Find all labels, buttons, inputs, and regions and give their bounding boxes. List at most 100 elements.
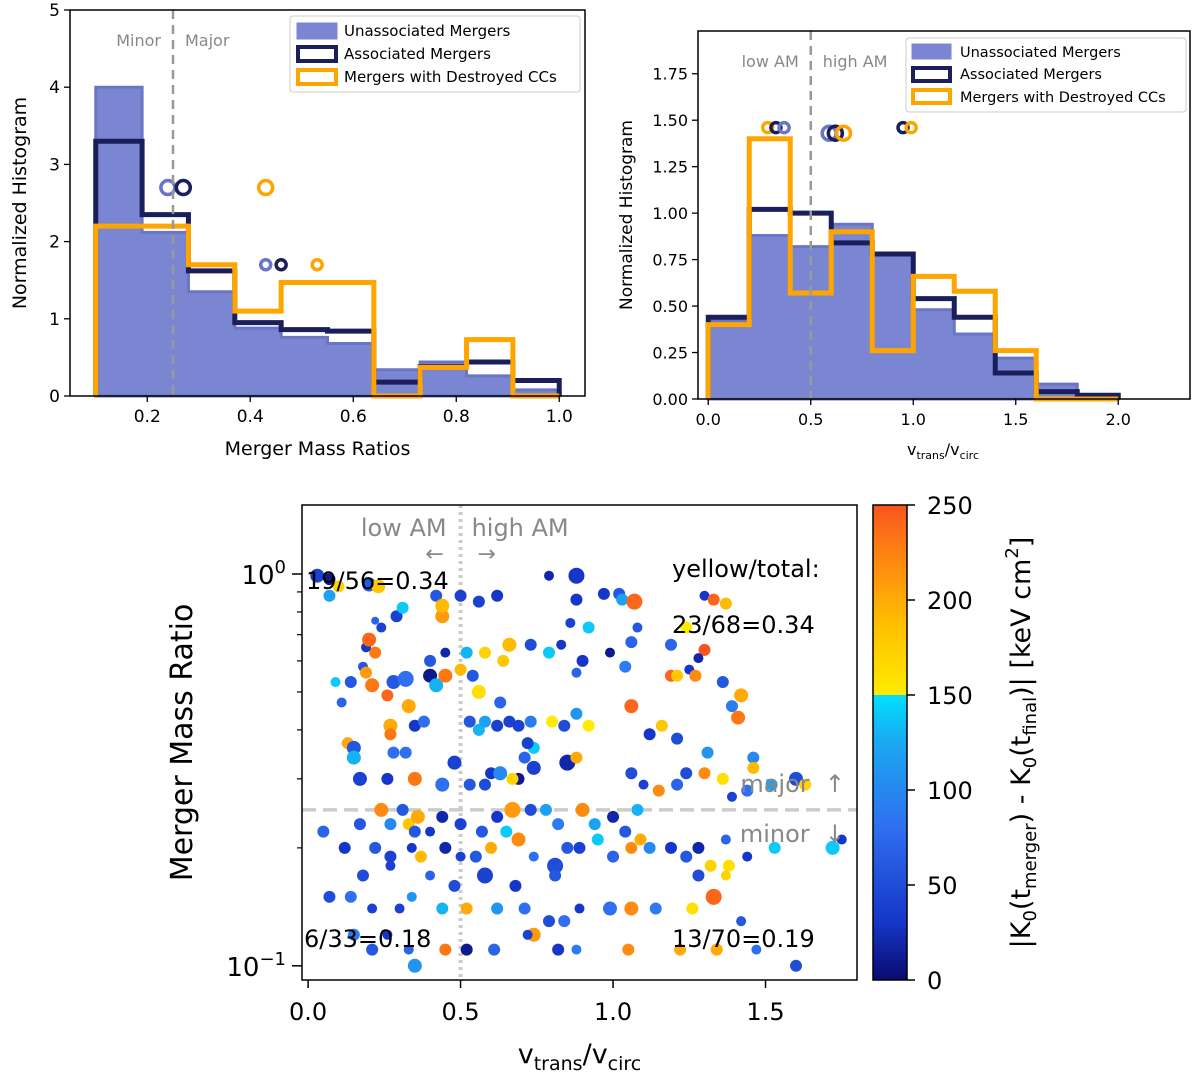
scatter-point [454,663,467,676]
scatter-point [698,767,711,780]
scatter-point [607,850,620,863]
scatter-point [556,639,567,650]
scatter-point [573,841,586,854]
scatter-point [384,818,397,831]
scatter-point [460,902,473,915]
scatter-point [704,859,717,872]
mean-marker [834,124,853,142]
scatter-point [383,718,398,733]
x-tick-label: 0.4 [237,407,264,427]
scatter-point [528,851,539,862]
mean-marker [174,178,193,197]
low-am-label: low AM [742,52,799,71]
y-tick-label: 5 [49,1,60,21]
x-tick-label: 1.5 [746,998,784,1026]
mass-ratio-histogram: Minor Major 0.2 0.4 0.6 0.8 1.0 0 1 2 3 4 5 Merge… [9,1,586,460]
scatter-point [491,719,504,732]
scatter-point [790,959,803,972]
scatter-point [518,751,531,764]
scatter-point [602,901,617,916]
mean-marker [826,124,845,142]
scatter-point [561,841,574,854]
scatter-point [686,902,699,915]
mean-marker [769,120,783,135]
scatter-point [570,751,583,764]
colorbar-label-part: 0 [1020,757,1041,768]
scatter-points [310,567,847,973]
scatter-point [414,850,427,863]
mass-ratio-x-ticks: 0.2 0.4 0.6 0.8 1.0 [134,396,573,427]
x-tick-label: 0.0 [289,998,327,1026]
legend-swatch-unassociated [296,22,338,40]
legend-label-destroyed: Mergers with Destroyed CCs [960,90,1166,106]
scatter-point [511,832,526,847]
scatter-point [396,601,409,614]
scatter-point [387,746,400,759]
hist-bars-unassociated [94,85,561,398]
high-am-label: high AM [472,514,569,542]
scatter-point [476,867,493,884]
scatter-y-label: Merger Mass Ratio [165,604,200,882]
vtrans-legend: Unassociated Mergers Associated Mergers … [905,37,1187,113]
scatter-point [386,675,401,690]
scatter-point [701,746,714,759]
scatter-point [707,593,720,606]
scatter-point [367,903,378,914]
scatter-point [356,869,369,882]
left-arrow: ← [425,542,443,567]
legend-label-unassociated: Unassociated Mergers [960,45,1121,61]
y-tick-exponent: −1 [259,949,286,970]
scatter-point [439,841,452,854]
scatter-point [439,943,452,956]
scatter-point [574,903,585,914]
x-tick-label: 0.2 [134,407,161,427]
scatter-point [394,903,405,914]
scatter-point [447,755,462,770]
scatter-point [497,654,510,667]
mean-marker [256,178,275,197]
scatter-point [568,567,585,584]
scatter-point [478,646,491,659]
scatter-point [616,593,629,606]
scatter-point [330,677,341,688]
x-tick-label: 1.5 [1003,410,1028,429]
colorbar-label-part: ) - K [1006,767,1037,823]
colorbar-label-part: )| [keV cm [1006,559,1037,697]
x-tick-label: 0.6 [340,407,367,427]
scatter-point [323,573,336,586]
colorbar-tick-label: 50 [927,872,958,900]
scatter-point [493,766,508,781]
legend-label-unassociated: Unassociated Mergers [344,22,510,40]
scatter-point [570,707,583,720]
y-tick-label: 10−1 [226,949,286,983]
scatter-point [397,670,414,687]
scatter-point [396,803,409,816]
scatter-point [323,890,336,903]
scatter-point [524,803,537,816]
scatter-x-ticks: 0.0 0.5 1.0 1.5 [289,980,785,1026]
scatter-point [597,587,610,600]
scatter-point [625,636,638,649]
scatter-point [332,580,345,593]
scatter-point [720,870,731,881]
scatter-point [317,825,330,838]
scatter-point [570,593,583,606]
scatter-point [719,597,732,610]
colorbar-label-part: |K [1006,920,1037,948]
scatter-point [742,851,753,862]
scatter-point [751,944,762,955]
scatter-point [491,810,504,823]
high-am-label: high AM [823,52,888,71]
top-right-fraction: 23/68=0.34 [672,611,815,639]
y-tick-label: 1.25 [652,158,688,177]
scatter-point [558,719,571,732]
scatter-point [494,696,507,709]
bottom-left-fraction: 6/33=0.18 [304,925,431,953]
scatter-point [512,719,525,732]
vtrans-histogram-bars [705,136,1121,402]
scatter-point [698,643,711,656]
scatter-point [591,833,604,846]
scatter-point [502,637,517,652]
scatter-point [674,943,687,956]
